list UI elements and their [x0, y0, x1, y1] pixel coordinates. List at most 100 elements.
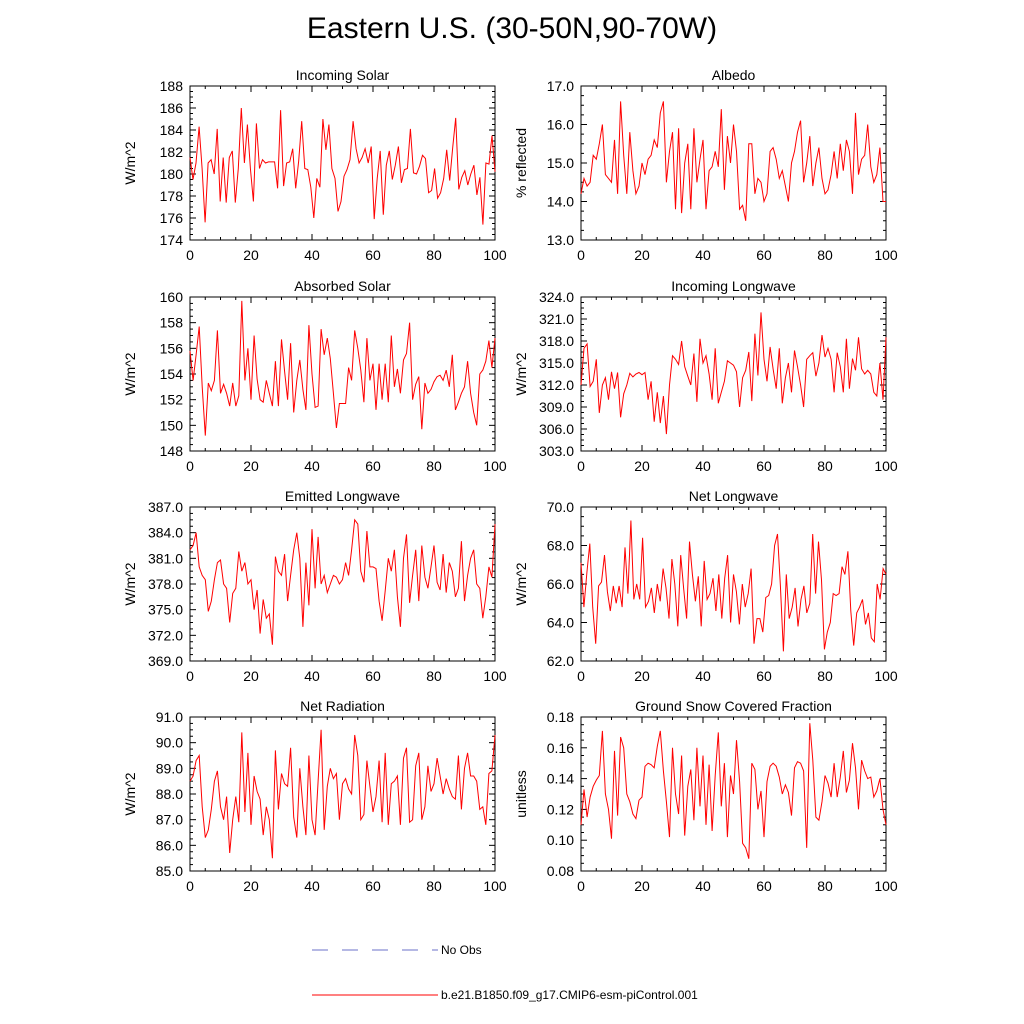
- series-line-net-longwave: [580, 520, 887, 652]
- y-tick-label-emitted-longwave: 381.0: [148, 550, 183, 566]
- y-tick-label-net-radiation: 88.0: [156, 786, 183, 802]
- panel-title-net-longwave: Net Longwave: [689, 488, 779, 504]
- y-tick-label-incoming-solar: 180: [160, 166, 184, 182]
- x-tick-label-net-longwave: 40: [695, 668, 711, 684]
- y-axis-label-ground-snow-covered-fraction: unitless: [513, 770, 529, 817]
- y-axis-label-incoming-longwave: W/m^2: [513, 352, 529, 395]
- x-tick-label-albedo: 0: [577, 247, 585, 263]
- panel-title-ground-snow-covered-fraction: Ground Snow Covered Fraction: [635, 698, 832, 714]
- y-tick-label-absorbed-solar: 152: [160, 392, 184, 408]
- x-tick-label-ground-snow-covered-fraction: 0: [577, 878, 585, 894]
- x-tick-label-incoming-longwave: 20: [634, 458, 650, 474]
- y-tick-label-ground-snow-covered-fraction: 0.14: [547, 771, 574, 787]
- y-tick-label-net-longwave: 62.0: [547, 653, 574, 669]
- y-tick-label-ground-snow-covered-fraction: 0.10: [547, 832, 574, 848]
- y-tick-label-albedo: 15.0: [547, 155, 574, 171]
- x-tick-label-incoming-solar: 80: [426, 247, 442, 263]
- x-tick-label-net-radiation: 60: [365, 878, 381, 894]
- y-tick-label-incoming-longwave: 321.0: [539, 311, 574, 327]
- y-tick-label-albedo: 14.0: [547, 194, 574, 210]
- y-tick-label-ground-snow-covered-fraction: 0.16: [547, 740, 574, 756]
- x-tick-label-net-longwave: 80: [817, 668, 833, 684]
- y-axis-label-absorbed-solar: W/m^2: [122, 352, 138, 395]
- y-tick-label-net-radiation: 89.0: [156, 760, 183, 776]
- y-tick-label-incoming-longwave: 306.0: [539, 421, 574, 437]
- y-tick-label-incoming-longwave: 324.0: [539, 289, 574, 305]
- x-tick-label-incoming-longwave: 0: [577, 458, 585, 474]
- x-tick-label-ground-snow-covered-fraction: 40: [695, 878, 711, 894]
- y-tick-label-ground-snow-covered-fraction: 0.12: [547, 801, 574, 817]
- y-tick-label-absorbed-solar: 156: [160, 340, 184, 356]
- x-tick-label-incoming-longwave: 40: [695, 458, 711, 474]
- y-tick-label-incoming-longwave: 309.0: [539, 399, 574, 415]
- y-tick-label-net-longwave: 66.0: [547, 576, 574, 592]
- panel-frame-incoming-solar: [189, 85, 496, 241]
- x-tick-label-net-longwave: 100: [874, 668, 898, 684]
- x-tick-label-net-radiation: 40: [304, 878, 320, 894]
- x-tick-label-absorbed-solar: 60: [365, 458, 381, 474]
- y-tick-label-absorbed-solar: 160: [160, 289, 184, 305]
- y-axis-label-net-radiation: W/m^2: [122, 772, 138, 815]
- y-tick-label-absorbed-solar: 154: [160, 366, 184, 382]
- series-line-albedo: [580, 101, 886, 221]
- y-tick-label-incoming-solar: 184: [160, 122, 184, 138]
- y-axis-label-incoming-solar: W/m^2: [122, 141, 138, 184]
- y-tick-label-emitted-longwave: 372.0: [148, 627, 183, 643]
- x-tick-label-net-longwave: 20: [634, 668, 650, 684]
- y-tick-label-albedo: 13.0: [547, 232, 574, 248]
- y-tick-label-net-radiation: 85.0: [156, 863, 183, 879]
- y-tick-label-albedo: 17.0: [547, 78, 574, 94]
- y-tick-label-emitted-longwave: 375.0: [148, 602, 183, 618]
- x-tick-label-incoming-longwave: 60: [756, 458, 772, 474]
- x-tick-label-incoming-solar: 20: [243, 247, 259, 263]
- y-tick-label-absorbed-solar: 150: [160, 417, 184, 433]
- x-tick-label-emitted-longwave: 80: [426, 668, 442, 684]
- x-tick-label-emitted-longwave: 60: [365, 668, 381, 684]
- panel-frame-albedo: [580, 85, 887, 241]
- x-tick-label-incoming-solar: 0: [186, 247, 194, 263]
- x-tick-label-net-radiation: 100: [483, 878, 507, 894]
- y-tick-label-net-radiation: 90.0: [156, 735, 183, 751]
- y-tick-label-net-radiation: 86.0: [156, 837, 183, 853]
- legend-no-obs-label: No Obs: [441, 943, 482, 957]
- x-tick-label-ground-snow-covered-fraction: 100: [874, 878, 898, 894]
- x-tick-label-albedo: 20: [634, 247, 650, 263]
- y-axis-label-albedo: % reflected: [513, 128, 529, 198]
- y-axis-label-net-longwave: W/m^2: [513, 562, 529, 605]
- y-tick-label-emitted-longwave: 378.0: [148, 576, 183, 592]
- panel-title-emitted-longwave: Emitted Longwave: [285, 488, 400, 504]
- y-tick-label-incoming-solar: 188: [160, 78, 184, 94]
- series-line-absorbed-solar: [189, 300, 496, 436]
- y-tick-label-incoming-solar: 178: [160, 188, 184, 204]
- legend-model-label: b.e21.B1850.f09_g17.CMIP6-esm-piControl.…: [441, 988, 698, 1002]
- x-tick-label-net-longwave: 60: [756, 668, 772, 684]
- y-tick-label-incoming-longwave: 312.0: [539, 377, 574, 393]
- x-tick-label-emitted-longwave: 0: [186, 668, 194, 684]
- y-tick-label-net-longwave: 64.0: [547, 615, 574, 631]
- x-tick-label-absorbed-solar: 0: [186, 458, 194, 474]
- y-tick-label-incoming-solar: 176: [160, 210, 184, 226]
- x-tick-label-net-radiation: 0: [186, 878, 194, 894]
- y-tick-label-ground-snow-covered-fraction: 0.18: [547, 709, 574, 725]
- y-tick-label-incoming-solar: 174: [160, 232, 184, 248]
- y-tick-label-absorbed-solar: 158: [160, 315, 184, 331]
- panel-title-absorbed-solar: Absorbed Solar: [294, 278, 391, 294]
- y-tick-label-ground-snow-covered-fraction: 0.08: [547, 863, 574, 879]
- y-tick-label-net-radiation: 91.0: [156, 709, 183, 725]
- y-tick-label-incoming-longwave: 315.0: [539, 355, 574, 371]
- y-tick-label-incoming-solar: 182: [160, 144, 184, 160]
- panel-title-net-radiation: Net Radiation: [300, 698, 385, 714]
- series-line-incoming-solar: [189, 107, 496, 225]
- x-tick-label-albedo: 100: [874, 247, 898, 263]
- y-tick-label-absorbed-solar: 148: [160, 443, 184, 459]
- panel-frame-net-radiation: [189, 716, 496, 872]
- x-tick-label-incoming-longwave: 80: [817, 458, 833, 474]
- x-tick-label-incoming-solar: 100: [483, 247, 507, 263]
- x-tick-label-absorbed-solar: 100: [483, 458, 507, 474]
- x-tick-label-albedo: 40: [695, 247, 711, 263]
- x-tick-label-absorbed-solar: 40: [304, 458, 320, 474]
- panel-title-incoming-solar: Incoming Solar: [296, 67, 390, 83]
- series-line-incoming-longwave: [580, 312, 887, 435]
- y-tick-label-incoming-longwave: 318.0: [539, 333, 574, 349]
